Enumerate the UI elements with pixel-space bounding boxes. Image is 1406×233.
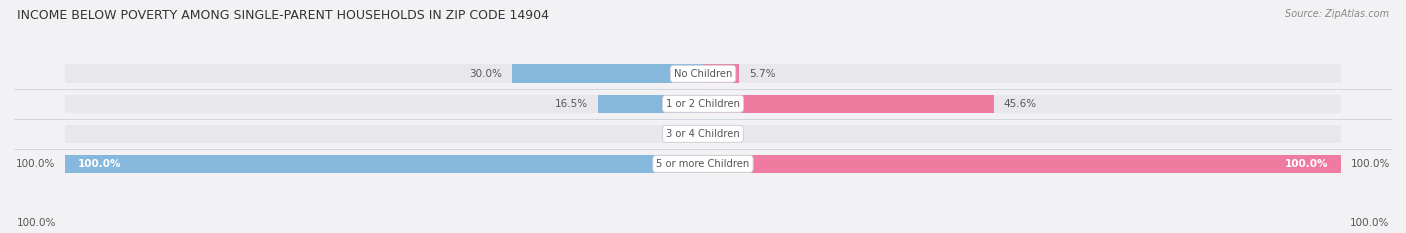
Text: No Children: No Children	[673, 69, 733, 79]
Bar	[65, 65, 703, 83]
Bar	[703, 124, 1341, 143]
Bar	[598, 95, 703, 113]
Text: INCOME BELOW POVERTY AMONG SINGLE-PARENT HOUSEHOLDS IN ZIP CODE 14904: INCOME BELOW POVERTY AMONG SINGLE-PARENT…	[17, 9, 548, 22]
Bar	[65, 95, 703, 113]
Text: 3 or 4 Children: 3 or 4 Children	[666, 129, 740, 139]
Bar	[65, 124, 703, 143]
Text: 45.6%: 45.6%	[1004, 99, 1036, 109]
Bar	[703, 65, 740, 83]
Text: 100.0%: 100.0%	[17, 218, 56, 228]
Text: 0.0%: 0.0%	[664, 129, 690, 139]
Text: 30.0%: 30.0%	[470, 69, 502, 79]
Text: 1 or 2 Children: 1 or 2 Children	[666, 99, 740, 109]
Text: 5.7%: 5.7%	[749, 69, 776, 79]
Bar	[703, 65, 1341, 83]
Text: 100.0%: 100.0%	[1350, 218, 1389, 228]
Text: Source: ZipAtlas.com: Source: ZipAtlas.com	[1285, 9, 1389, 19]
Text: 100.0%: 100.0%	[1351, 159, 1391, 169]
Bar	[65, 154, 703, 173]
Text: 100.0%: 100.0%	[77, 159, 121, 169]
Text: 100.0%: 100.0%	[15, 159, 55, 169]
Bar	[703, 154, 1341, 173]
Bar	[512, 65, 703, 83]
Text: 5 or more Children: 5 or more Children	[657, 159, 749, 169]
Text: 0.0%: 0.0%	[716, 129, 742, 139]
Bar	[703, 154, 1341, 173]
Text: 100.0%: 100.0%	[1285, 159, 1329, 169]
Text: 16.5%: 16.5%	[555, 99, 588, 109]
Bar	[65, 154, 703, 173]
Bar	[703, 95, 1341, 113]
Bar	[703, 95, 994, 113]
